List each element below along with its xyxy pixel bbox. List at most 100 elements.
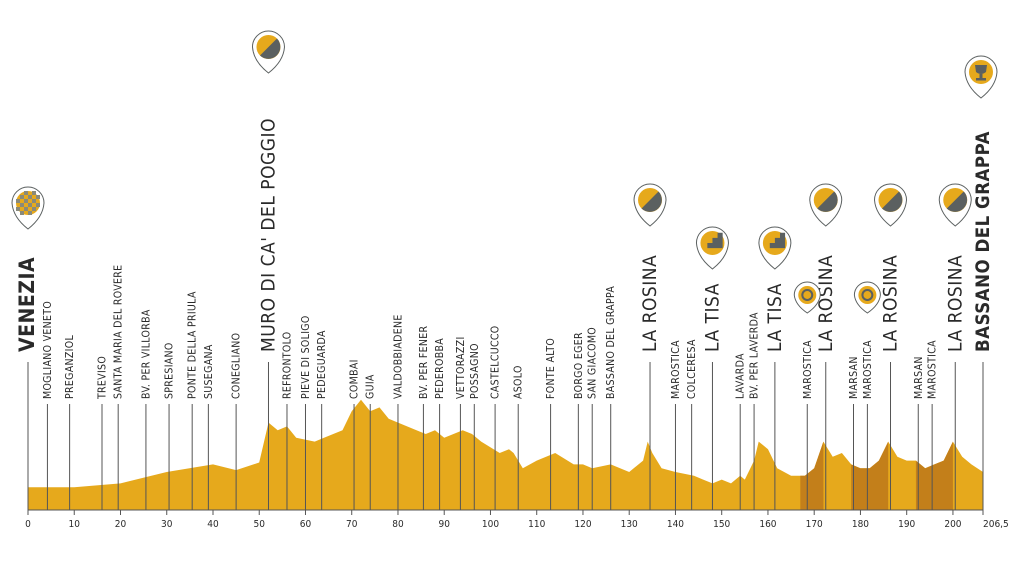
location-label: MARSAN	[913, 356, 925, 399]
checker-square	[28, 195, 32, 199]
location-label: LA ROSINA	[880, 255, 902, 352]
x-tick-label: 40	[207, 519, 219, 530]
x-tick-label: 50	[254, 519, 266, 530]
location-label: VALDOBBIADENE	[392, 314, 404, 399]
location-label: LAVARDA	[735, 353, 747, 399]
location-label: PEDEGUARDA	[316, 330, 328, 399]
checker-square	[36, 203, 40, 207]
intermediate-sprint-icon	[858, 286, 877, 304]
x-tick-label: 200	[944, 519, 961, 530]
checker-square	[32, 199, 36, 203]
intermediate-sprint-icon	[798, 286, 817, 304]
location-label: MOGLIANO VENETO	[42, 301, 54, 399]
x-tick-label: 120	[574, 519, 591, 530]
checker-square	[16, 199, 20, 203]
sprint-icon-bg	[858, 286, 877, 304]
x-tick-label: 130	[621, 519, 638, 530]
climb-icon	[638, 188, 663, 212]
location-label: PREGANZIOL	[64, 335, 76, 399]
location-label: PONTE DELLA PRIULA	[187, 291, 199, 399]
checker-square	[32, 191, 36, 195]
location-label: LA TISA	[764, 283, 786, 352]
checker-square	[20, 195, 24, 199]
sprint-icon-ring	[801, 289, 814, 301]
climb-marker	[251, 30, 285, 74]
checker-square	[20, 203, 24, 207]
location-label: BV. PER LAVERDA	[749, 312, 761, 399]
steep-climb-icon-steps	[702, 232, 723, 249]
location-label: BASSANO DEL GRAPPA	[605, 286, 617, 399]
profile-shaded-segment	[915, 441, 953, 510]
location-label: ASOLO	[513, 365, 525, 399]
climb-icon	[878, 188, 903, 212]
climb-icon	[256, 35, 281, 59]
markers	[11, 30, 998, 314]
profile-fill	[28, 399, 983, 510]
x-tick-label: 70	[346, 519, 358, 530]
location-label: CONEGLIANO	[231, 333, 243, 399]
profile-area	[28, 399, 983, 510]
location-label: MAROSTICA	[927, 340, 939, 399]
location-label: SAN GIACOMO	[587, 327, 599, 399]
location-label: BASSANO DEL GRAPPA	[973, 131, 994, 352]
x-tick-label: 150	[713, 519, 730, 530]
x-tick-label: 140	[667, 519, 684, 530]
sprint-icon-bg	[798, 286, 817, 304]
location-label: LA ROSINA	[639, 255, 661, 352]
checker-square	[24, 207, 28, 211]
location-label: PIEVE DI SOLIGO	[300, 315, 312, 399]
x-tick-label: 10	[69, 519, 81, 530]
climb-icon-half	[641, 191, 662, 212]
location-lines	[27, 362, 984, 510]
x-tick-label: 206,5	[983, 519, 1009, 530]
location-label: COLCERESA	[686, 339, 698, 399]
location-label: BV. PER VILLORBA	[140, 309, 152, 399]
location-label: LA TISA	[701, 283, 723, 352]
x-tick-label: 100	[482, 519, 499, 530]
checker-square	[32, 207, 36, 211]
location-label: LA ROSINA	[815, 255, 837, 352]
checker-square	[24, 199, 28, 203]
location-label: SANTA MARIA DEL ROVERE	[113, 265, 125, 399]
checker-square	[28, 211, 32, 215]
trophy-cup	[975, 65, 987, 74]
x-tick-label: 160	[759, 519, 776, 530]
x-tick-label: 30	[161, 519, 173, 530]
x-tick-label: 90	[438, 519, 450, 530]
location-label: BORGO EGER	[573, 332, 585, 399]
location-label: COMBAI	[349, 359, 361, 399]
location-label: SPRESIANO	[164, 342, 176, 399]
x-tick-label: 60	[300, 519, 312, 530]
steep-climb-icon	[700, 231, 725, 255]
sprint-icon-ring	[861, 289, 874, 301]
climb-marker	[874, 183, 908, 227]
x-axis: 0 10 20 30 40 50 60 70 80 90 100 110 120 130 140 150 160…	[25, 509, 1009, 530]
steep-climb-marker	[758, 226, 792, 270]
climb-icon-half	[882, 191, 903, 212]
location-label: FONTE ALTO	[545, 338, 557, 399]
climb-icon-half	[817, 191, 838, 212]
location-label: MAROSTICA	[670, 340, 682, 399]
climb-icon	[943, 188, 968, 212]
climb-icon-half	[260, 38, 281, 59]
location-label: SUSEGANA	[203, 344, 215, 399]
finish-trophy-icon	[969, 60, 993, 84]
location-label: MAROSTICA	[802, 340, 814, 399]
x-tick-label: 180	[852, 519, 869, 530]
steep-climb-icon-steps	[764, 232, 786, 249]
climb-marker	[633, 183, 667, 227]
steep-climb-marker	[695, 226, 729, 270]
x-tick-label: 110	[528, 519, 545, 530]
location-label: BV. PER FENER	[418, 325, 430, 399]
finish-trophy-marker	[964, 55, 998, 99]
profile-shaded-segment	[851, 441, 889, 510]
climb-icon-half	[946, 191, 968, 212]
location-label: MAROSTICA	[862, 340, 874, 399]
x-tick-label: 0	[25, 519, 31, 530]
steep-climb-icon	[762, 231, 787, 255]
start-checkered-icon	[16, 191, 40, 215]
location-label: LA ROSINA	[944, 255, 966, 352]
location-label: MURO DI CA' DEL POGGIO	[257, 118, 279, 352]
checker-square	[28, 203, 32, 207]
